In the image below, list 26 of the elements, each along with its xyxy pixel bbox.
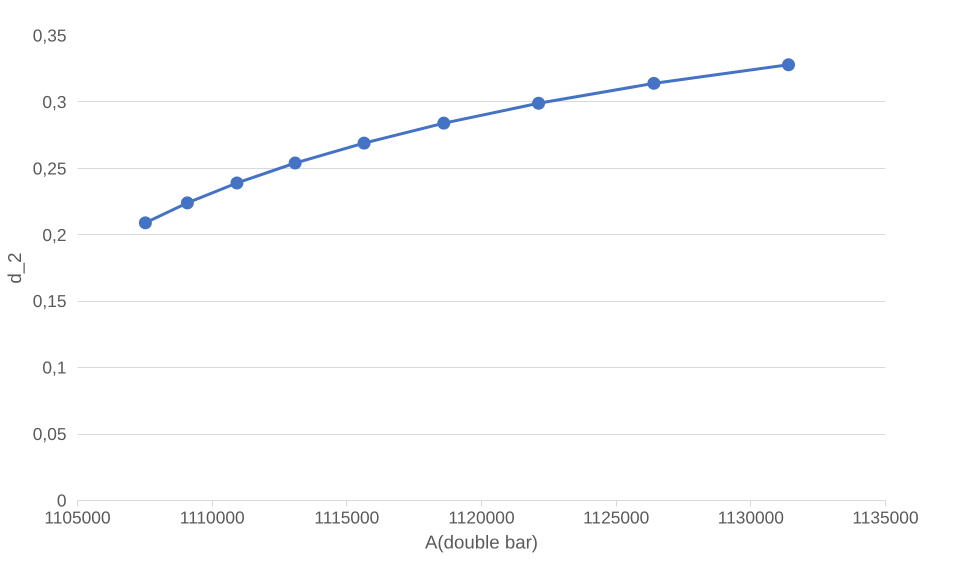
point [358,136,371,150]
point [782,58,796,72]
point [230,176,244,190]
y-tick-label: 0,2 [42,224,67,245]
point [138,216,152,230]
y-tick-label: 0,3 [42,92,67,112]
x-tick-label: 1105000 [44,508,111,528]
y-tick-label: 0,05 [32,424,67,444]
y-axis-title: d_2 [4,252,25,284]
point [288,156,302,170]
y-tick-label: 0,25 [32,158,67,178]
x-tick-label: 1135000 [852,508,919,528]
x-tick-label: 1125000 [583,508,650,528]
y-tick-label: 0 [56,490,67,510]
x-axis-title: A(double bar) [424,532,538,552]
y-tick-label: 0,15 [32,291,67,312]
x-tick-label: 1130000 [718,508,784,528]
point [437,116,450,130]
x-tick-label: 1110000 [180,508,245,528]
x-tick-label: 1115000 [314,508,380,528]
point [532,96,546,110]
point [180,196,194,210]
x-tick-label: 1120000 [448,508,515,528]
y-tick-label: 0,1 [42,358,67,378]
y-tick-label: 0,35 [32,26,67,46]
point [647,76,660,90]
